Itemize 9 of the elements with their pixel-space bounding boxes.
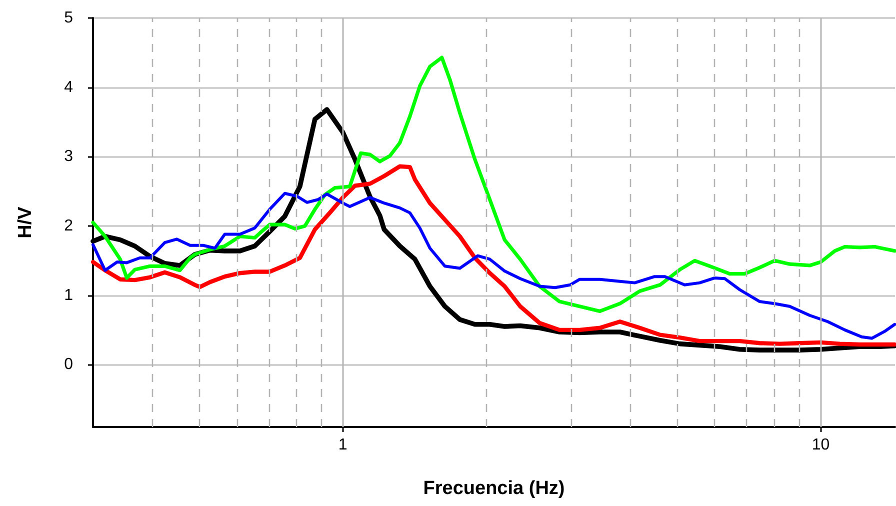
y-axis-title: H/V <box>15 206 36 238</box>
y-tick-label: 2 <box>64 217 74 234</box>
x-axis-title: Frecuencia (Hz) <box>423 478 565 499</box>
y-tick-label: 5 <box>64 10 74 26</box>
y-tick-label: 3 <box>64 148 74 166</box>
y-tick-label: 1 <box>64 286 74 304</box>
y-tick-label: 4 <box>64 78 74 96</box>
y-tick-label: 0 <box>64 356 74 374</box>
x-tick-label: 10 <box>812 436 830 454</box>
